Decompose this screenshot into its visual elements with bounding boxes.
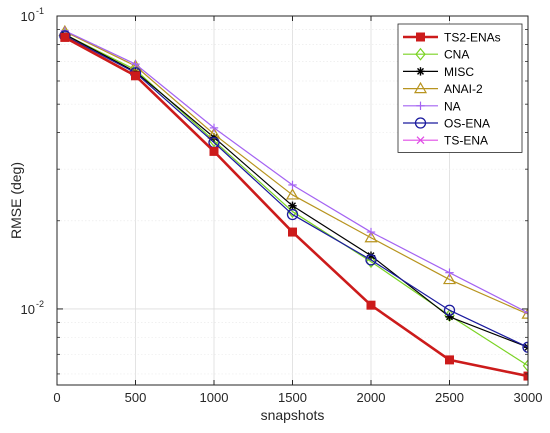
- legend-label: OS-ENA: [444, 117, 490, 131]
- data-point: [128, 59, 143, 71]
- x-tick-label: 0: [53, 390, 60, 405]
- data-point: [285, 188, 300, 200]
- x-tick-label: 500: [125, 390, 147, 405]
- data-point: [207, 127, 221, 139]
- data-point: [442, 272, 457, 285]
- data-point: [209, 123, 219, 133]
- legend-marker: [416, 136, 425, 145]
- legend-item-ts2-enas: TS2-ENAs: [403, 31, 501, 45]
- data-point: [366, 300, 376, 310]
- data-point: [288, 227, 297, 237]
- data-point: [523, 308, 528, 318]
- data-point: [445, 355, 454, 365]
- x-tick-label: 3000: [514, 390, 543, 405]
- x-tick-label: 1000: [200, 390, 229, 405]
- y-axis-title: RMSE (deg): [8, 162, 24, 239]
- legend-marker: [416, 101, 425, 110]
- legend-marker: [414, 117, 427, 129]
- marker-stroke: [524, 346, 528, 351]
- legend-item-na: NA: [403, 99, 461, 113]
- marker-stroke: [289, 202, 296, 210]
- marker-stroke: [524, 343, 528, 349]
- legend-item-anai-2: ANAI-2: [403, 81, 483, 96]
- legend-label: MISC: [444, 65, 474, 79]
- data-point: [522, 359, 528, 373]
- legend-item-misc: MISC: [403, 65, 474, 79]
- y-tick-exponent: -1: [36, 6, 44, 16]
- y-tick-label: 10: [21, 9, 35, 24]
- data-point: [288, 180, 297, 190]
- data-point: [288, 201, 297, 210]
- legend-label: TS-ENA: [444, 134, 488, 148]
- legend-marker: [413, 81, 428, 94]
- data-point: [209, 146, 219, 156]
- legend-item-ts-ena: TS-ENA: [403, 134, 488, 148]
- data-point: [287, 205, 298, 219]
- series-group: [58, 24, 528, 381]
- series-na: [60, 26, 528, 318]
- legend-item-os-ena: OS-ENA: [403, 117, 490, 131]
- legend-label: CNA: [444, 48, 469, 62]
- x-tick-label: 2500: [435, 390, 464, 405]
- data-point: [131, 71, 140, 81]
- data-point: [365, 255, 377, 269]
- legend: TS2-ENAs CNA MISC ANAI-2 NA OS-ENA TS-ENA: [397, 23, 523, 153]
- legend-marker: [416, 32, 425, 42]
- legend-label: ANAI-2: [444, 82, 483, 96]
- data-point: [365, 254, 377, 266]
- x-axis-title: snapshots: [261, 407, 325, 423]
- legend-marker: [416, 67, 425, 76]
- data-point: [523, 343, 528, 352]
- y-tick-exponent: -2: [36, 299, 44, 309]
- data-point: [60, 32, 70, 42]
- legend-label: TS2-ENAs: [444, 31, 501, 45]
- data-point: [523, 371, 528, 381]
- data-point: [445, 268, 454, 277]
- series-ts2-enas: [60, 32, 528, 381]
- data-point: [131, 59, 140, 69]
- y-axis: 10-210-1: [21, 6, 528, 375]
- data-point: [364, 231, 378, 243]
- data-point: [443, 304, 456, 316]
- marker-stroke: [417, 67, 424, 75]
- legend-marker: [415, 47, 426, 61]
- y-tick-label: 10: [21, 302, 35, 317]
- marker-stroke: [367, 252, 375, 260]
- x-axis: 0 500 1000 1500 2000 2500 3000: [53, 16, 542, 405]
- x-tick-label: 1500: [278, 390, 307, 405]
- marker-stroke: [416, 136, 425, 145]
- legend-label: NA: [444, 99, 461, 113]
- x-tick-label: 2000: [357, 390, 386, 405]
- data-point: [522, 341, 528, 353]
- data-point: [366, 227, 376, 237]
- data-point: [286, 208, 299, 221]
- legend-item-cna: CNA: [403, 48, 469, 62]
